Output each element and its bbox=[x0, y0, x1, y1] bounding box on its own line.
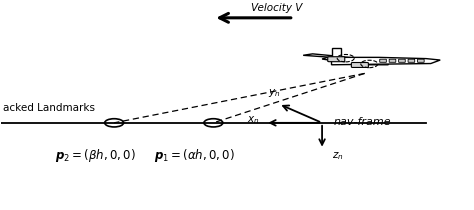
Polygon shape bbox=[303, 54, 341, 57]
Text: $z_n$: $z_n$ bbox=[332, 151, 344, 162]
FancyBboxPatch shape bbox=[389, 59, 396, 62]
Text: $y_n$: $y_n$ bbox=[268, 87, 280, 99]
Text: acked Landmarks: acked Landmarks bbox=[3, 103, 95, 113]
Text: $\boldsymbol{p}_1=(\alpha h,0,0)$: $\boldsymbol{p}_1=(\alpha h,0,0)$ bbox=[154, 147, 235, 164]
Polygon shape bbox=[331, 48, 341, 57]
FancyBboxPatch shape bbox=[380, 59, 386, 62]
FancyBboxPatch shape bbox=[408, 59, 415, 62]
FancyBboxPatch shape bbox=[418, 59, 424, 62]
Text: $\boldsymbol{p}_2=(\beta h,0,0)$: $\boldsymbol{p}_2=(\beta h,0,0)$ bbox=[55, 147, 136, 164]
FancyBboxPatch shape bbox=[328, 57, 345, 62]
Polygon shape bbox=[322, 56, 388, 65]
Polygon shape bbox=[331, 57, 440, 65]
FancyBboxPatch shape bbox=[351, 63, 368, 67]
Text: $x_n$: $x_n$ bbox=[247, 114, 260, 126]
Text: nav-frame: nav-frame bbox=[334, 117, 392, 127]
FancyBboxPatch shape bbox=[399, 59, 405, 62]
Text: Velocity V: Velocity V bbox=[252, 3, 303, 13]
